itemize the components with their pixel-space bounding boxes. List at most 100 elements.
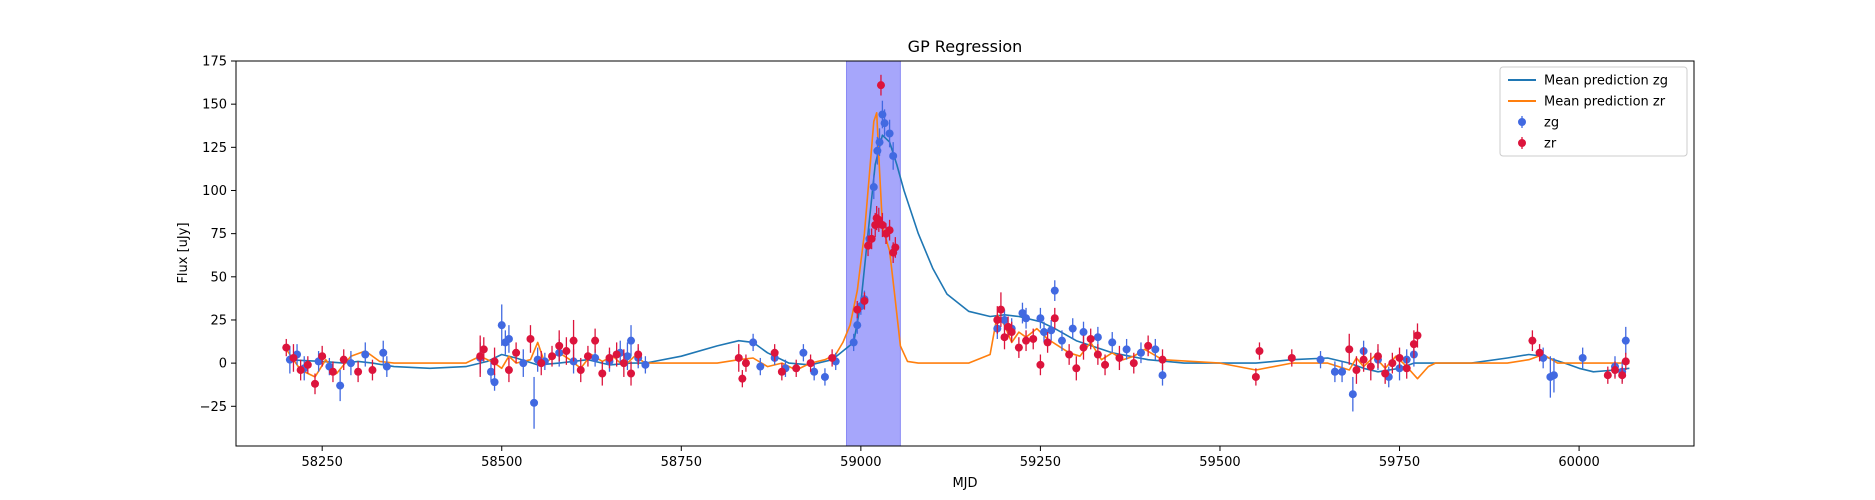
zg-marker: [1338, 367, 1347, 376]
legend-label-zr: zr: [1544, 137, 1557, 152]
zg-marker: [382, 362, 391, 371]
legend-label-mean-prediction-zg: Mean prediction zg: [1544, 74, 1668, 89]
zr-data-point: [1036, 354, 1045, 376]
zg-marker: [1057, 336, 1066, 345]
zr-data-point: [1022, 330, 1031, 352]
zr-data-point: [1072, 356, 1081, 381]
zr-marker: [289, 353, 298, 362]
zr-marker: [328, 367, 337, 376]
zr-data-point: [339, 349, 348, 371]
zg-data-point: [1136, 342, 1145, 364]
zr-marker: [741, 359, 750, 368]
zg-data-point: [1549, 357, 1558, 393]
legend-marker-zr: [1518, 139, 1526, 147]
zr-marker: [569, 336, 578, 345]
zr-data-point: [1255, 342, 1264, 360]
x-tick-label: 60000: [1558, 455, 1599, 470]
x-tick-label: 58750: [661, 455, 702, 470]
zr-marker: [526, 334, 535, 343]
zr-marker: [1381, 369, 1390, 378]
zr-marker: [1043, 338, 1052, 347]
zg-marker: [519, 359, 528, 368]
plot-area-background: [236, 61, 1694, 446]
zr-data-point: [777, 363, 786, 381]
zr-data-point: [853, 300, 862, 319]
zr-data-point: [806, 354, 815, 372]
zg-marker: [749, 338, 758, 347]
zr-marker: [1093, 350, 1102, 359]
zr-data-point: [303, 356, 312, 374]
zr-marker: [512, 348, 521, 357]
zr-marker: [1359, 355, 1368, 364]
zr-data-point: [1621, 352, 1630, 371]
zr-marker: [318, 352, 327, 361]
zg-data-point: [530, 376, 539, 429]
zr-marker: [619, 359, 628, 368]
zr-marker: [1618, 371, 1627, 380]
y-tick-label: 0: [219, 357, 227, 372]
x-tick-label: 59500: [1199, 455, 1240, 470]
zr-marker: [1395, 353, 1404, 362]
zr-data-point: [1007, 321, 1016, 343]
x-axis-ticks: 58250 58500 58750 59000 59250 59500 59750 60000: [302, 446, 1600, 470]
zg-data-point: [756, 357, 765, 376]
zr-marker: [738, 374, 747, 383]
zg-marker: [346, 359, 355, 368]
zr-marker: [1528, 336, 1537, 345]
plot-frame: [235, 60, 1695, 447]
zr-data-point: [1373, 344, 1382, 369]
zg-data-point: [1348, 376, 1357, 412]
zg-marker: [1040, 328, 1049, 337]
zg-data-point: [875, 128, 884, 156]
zr-data-point: [328, 361, 337, 383]
zg-data-point: [1047, 319, 1056, 341]
zr-data-point: [1158, 349, 1167, 371]
zr-marker: [1413, 331, 1422, 340]
zr-data-point: [1381, 363, 1390, 384]
zg-marker: [1578, 353, 1587, 362]
y-axis-ticks: −25 0 25 50 75 100 125 150 175: [200, 55, 236, 415]
zr-marker: [296, 366, 305, 375]
zr-marker: [598, 369, 607, 378]
zg-marker: [486, 367, 495, 376]
zr-data-point: [612, 342, 621, 367]
zg-data-point: [504, 325, 513, 353]
zr-data-point: [1402, 357, 1411, 379]
zg-data-point: [641, 356, 650, 374]
zg-marker: [1108, 338, 1117, 347]
zg-marker: [1122, 345, 1131, 354]
y-tick-label: 125: [202, 141, 227, 156]
zg-data-point: [346, 351, 355, 376]
zr-marker: [627, 369, 636, 378]
zr-data-point: [860, 292, 869, 310]
zg-marker: [820, 372, 829, 381]
zr-data-point: [1603, 366, 1612, 384]
zr-marker: [537, 359, 546, 368]
zr-data-point: [867, 228, 876, 250]
zg-data-point: [1330, 361, 1339, 383]
zg-data-point: [1057, 330, 1066, 352]
zg-marker: [1022, 314, 1031, 323]
zr-data-point: [734, 344, 743, 372]
zr-marker: [878, 221, 887, 230]
zr-marker: [734, 353, 743, 362]
zr-data-point: [1251, 368, 1260, 386]
zg-data-point: [623, 342, 632, 371]
zr-marker: [490, 357, 499, 366]
zg-data-point: [627, 325, 636, 357]
zg-marker: [1348, 390, 1357, 399]
zr-data-point: [490, 347, 499, 376]
zr-data-point: [1359, 347, 1368, 372]
zr-data-point: [1345, 333, 1354, 365]
zr-data-point: [1618, 366, 1627, 384]
zr-marker: [1000, 333, 1009, 342]
legend-label-mean-prediction-zr: Mean prediction zr: [1544, 95, 1666, 110]
zr-data-point: [1413, 323, 1422, 348]
zr-marker: [1050, 314, 1059, 323]
legend-marker-zg: [1518, 118, 1526, 126]
zr-marker: [479, 345, 488, 354]
zr-marker: [1255, 347, 1264, 356]
zr-marker: [562, 347, 571, 356]
zg-data-point: [849, 333, 858, 352]
